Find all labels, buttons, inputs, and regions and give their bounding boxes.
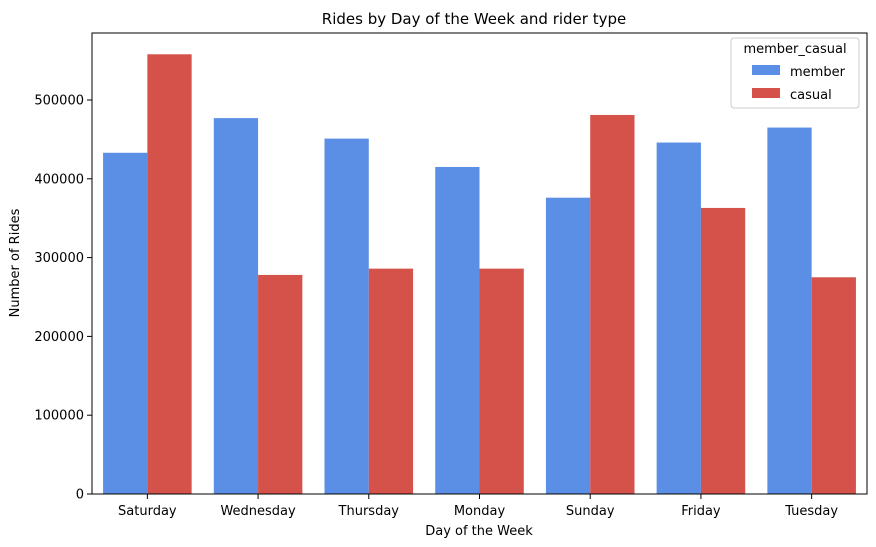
bar-casual-thursday [368, 268, 414, 494]
bar-casual-monday [479, 268, 524, 494]
x-axis: Saturday Wednesday Thursday Monday Sunday Fri… [118, 494, 838, 519]
bar-member-tuesday [767, 127, 812, 495]
x-tick-label-wednesday: Wednesday [220, 504, 296, 519]
bars-group [103, 54, 856, 495]
bar-member-thursday [324, 138, 369, 494]
x-tick-label-saturday: Saturday [118, 504, 177, 519]
bar-casual-friday [700, 207, 746, 494]
bar-casual-sunday [590, 114, 635, 494]
bar-member-saturday [103, 152, 148, 494]
bar-member-wednesday [213, 118, 259, 494]
y-tick-label: 500000 [34, 93, 84, 108]
chart-title: Rides by Day of the Week and rider type [322, 10, 626, 28]
y-tick-label: 300000 [34, 251, 84, 266]
bar-casual-tuesday [811, 277, 856, 494]
plot-frame [91, 32, 868, 495]
bar-casual-wednesday [258, 274, 303, 494]
legend-swatch-casual [752, 88, 780, 98]
y-tick-label: 200000 [34, 330, 84, 345]
bar-member-sunday [545, 197, 591, 494]
x-tick-label-friday: Friday [681, 504, 721, 519]
bar-casual-saturday [147, 54, 192, 495]
x-axis-label: Day of the Week [425, 524, 533, 539]
x-tick-label-thursday: Thursday [338, 504, 400, 519]
legend-title: member_casual [743, 42, 846, 57]
x-tick-label-sunday: Sunday [566, 504, 615, 519]
y-axis-label: Number of Rides [8, 208, 23, 317]
x-tick-label-tuesday: Tuesday [784, 504, 838, 519]
y-axis: 0 100000 200000 300000 400000 500000 [34, 93, 92, 503]
legend-label-member: member [790, 65, 846, 80]
legend: member_casual member casual [730, 37, 860, 109]
y-tick-label: 0 [76, 488, 84, 503]
x-tick-label-monday: Monday [454, 504, 506, 519]
legend-label-casual: casual [790, 88, 832, 103]
bar-member-monday [435, 166, 480, 494]
y-tick-label: 100000 [34, 409, 84, 424]
y-tick-label: 400000 [34, 172, 84, 187]
bar-member-friday [656, 142, 701, 495]
legend-swatch-member [752, 65, 780, 75]
